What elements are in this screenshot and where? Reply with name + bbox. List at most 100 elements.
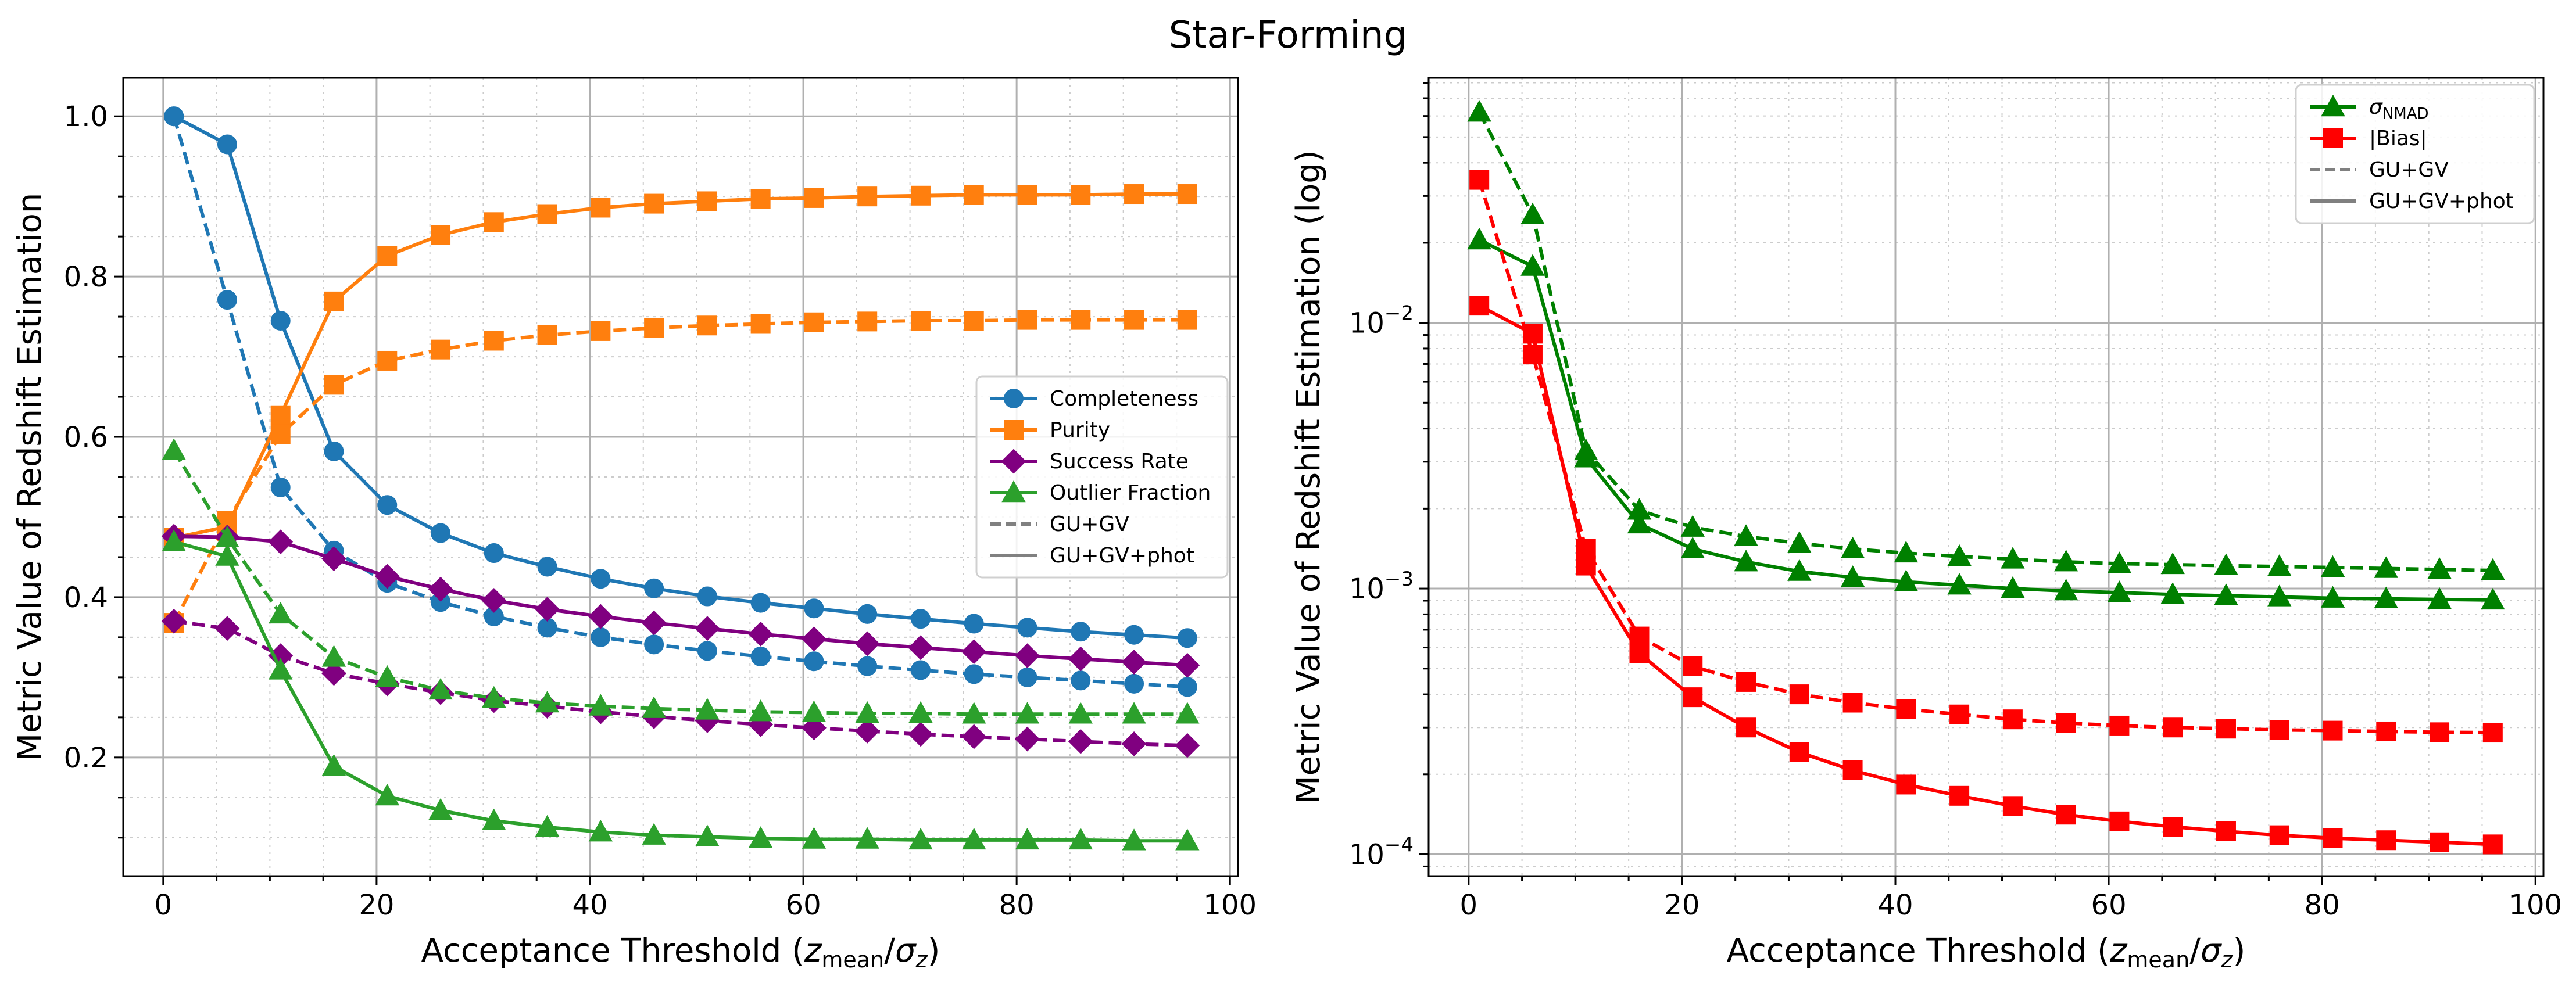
right-xlabel-sigma: σ (2201, 932, 2222, 970)
left-data-point (270, 477, 291, 497)
right-data-point (2214, 553, 2238, 575)
left-data-point (321, 546, 346, 572)
right-y-tick-label: 10−2 (1349, 302, 1414, 340)
left-data-point (961, 639, 987, 665)
left-data-point (908, 635, 933, 661)
left-legend-label: GU+GV+phot (1050, 544, 1194, 568)
left-data-point (802, 700, 827, 722)
left-data-point (537, 204, 557, 224)
left-legend: Completeness Purity Success Rate Outlier Fr… (975, 375, 1229, 579)
left-data-point (591, 627, 611, 647)
left-data-point (377, 495, 398, 515)
left-data-point (1124, 310, 1144, 330)
left-data-point (1175, 828, 1200, 851)
left-data-point (1068, 729, 1093, 754)
right-x-tick-label: 0 (1460, 889, 1478, 921)
right-data-point (2430, 832, 2450, 852)
right-data-point (2269, 825, 2289, 845)
left-data-point (1015, 726, 1040, 752)
right-legend-label-text: σ (2369, 95, 2383, 119)
left-data-point (804, 598, 824, 619)
left-data-point (484, 331, 504, 351)
left-data-point (1175, 702, 1200, 724)
right-y-tick-label: 10−3 (1349, 568, 1414, 605)
left-data-point (217, 290, 237, 310)
right-data-point (1627, 511, 1652, 534)
right-data-point (1680, 536, 1705, 559)
right-data-point (1469, 296, 1490, 316)
right-data-point (2053, 579, 2078, 601)
left-data-point (162, 438, 186, 460)
left-legend-label: Purity (1050, 418, 1110, 442)
left-data-point (964, 614, 984, 634)
left-data-point (962, 702, 986, 724)
left-data-point (428, 798, 453, 820)
left-data-point (910, 660, 931, 680)
right-legend-frame (2295, 84, 2535, 224)
right-data-point (2001, 576, 2025, 598)
right-legend-label-sub: NMAD (2382, 105, 2429, 123)
right-data-point (1522, 345, 1543, 365)
left-data-point (1177, 184, 1197, 205)
left-data-point (1015, 702, 1040, 724)
right-data-point (1467, 100, 1491, 122)
left-data-point (215, 525, 239, 548)
right-series-line (1478, 238, 2493, 602)
left-data-point (854, 718, 880, 744)
left-data-point (1175, 733, 1200, 758)
right-data-point (2216, 719, 2236, 739)
right-series-line (1477, 179, 2493, 734)
right-data-point (1629, 626, 1650, 647)
right-data-point (1629, 643, 1650, 663)
left-data-point (1068, 702, 1093, 724)
left-data-point (537, 557, 557, 577)
left-series-line (173, 540, 1187, 843)
left-data-point (1124, 673, 1144, 694)
right-data-point (1894, 569, 1919, 591)
left-data-point (162, 529, 186, 551)
right-data-point (1947, 544, 1972, 566)
left-data-point (802, 715, 827, 741)
left-data-point (591, 198, 611, 218)
left-data-point (697, 315, 717, 336)
right-data-point (1734, 524, 1758, 546)
left-data-point (588, 820, 613, 842)
left-data-point (270, 310, 291, 331)
left-legend-frame (975, 375, 1229, 579)
left-series-completeness-gu-gv (164, 106, 1197, 697)
left-data-point (164, 106, 184, 127)
left-series-completeness-gu-gv-phot (164, 106, 1197, 648)
left-x-axis-label: Acceptance Threshold (zmean/σz) (421, 932, 940, 973)
right-data-point (1736, 717, 1756, 738)
right-data-point (1683, 656, 1703, 676)
left-data-point (857, 656, 878, 676)
right-data-point (1840, 565, 1865, 587)
left-data-point (1177, 628, 1197, 648)
left-data-point (482, 808, 506, 831)
right-data-point (2214, 583, 2238, 605)
right-y-tick-base: 10 (1349, 307, 1384, 340)
left-data-point (1017, 618, 1037, 638)
right-data-point (1787, 531, 1812, 553)
left-legend-label-text: GU+GV (1050, 512, 1129, 536)
left-data-point (1071, 622, 1091, 642)
right-legend-marker (2323, 128, 2343, 148)
right-data-point (2216, 821, 2236, 841)
right-xlabel-sub2: z (2221, 947, 2234, 973)
left-data-point (804, 312, 824, 332)
left-data-point (481, 588, 507, 613)
right-xlabel-sub1: mean (2127, 947, 2189, 973)
left-data-point (321, 754, 346, 776)
left-data-point (324, 375, 344, 395)
left-data-point (1121, 731, 1147, 756)
right-data-point (1894, 540, 1919, 563)
right-data-point (1789, 742, 1809, 762)
left-data-point (748, 699, 773, 722)
right-series-line (1477, 111, 2493, 572)
left-legend-marker (1004, 420, 1024, 440)
left-data-point (855, 701, 879, 723)
right-data-point (2160, 552, 2185, 575)
left-ticks: 0 20 40 60 80 100 0.2 0.4 0.6 0.8 1.0 (64, 101, 1257, 921)
